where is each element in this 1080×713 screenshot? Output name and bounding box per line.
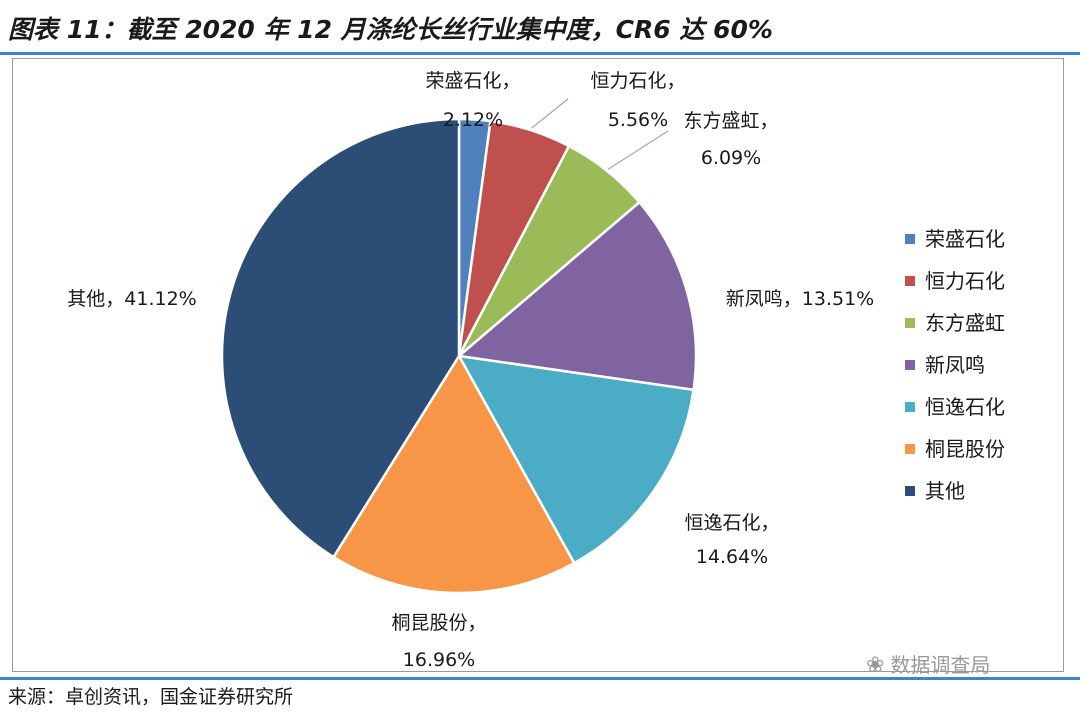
legend-swatch-6 <box>905 486 915 496</box>
data-label-value-2: 6.09% <box>701 147 761 169</box>
data-label-name-1: 恒力石化， <box>590 70 685 92</box>
data-label-name-5: 桐昆股份， <box>391 612 486 634</box>
title-rule <box>0 52 1080 55</box>
footer-rule <box>0 677 1080 680</box>
legend-label-1: 恒力石化 <box>925 269 1005 293</box>
legend-label-4: 恒逸石化 <box>925 395 1005 419</box>
legend-swatch-2 <box>905 318 915 328</box>
legend-swatch-1 <box>905 276 915 286</box>
pie-slice-5 <box>332 354 576 595</box>
legend-swatch-4 <box>905 402 915 412</box>
leader-line-2 <box>607 130 669 170</box>
legend-label-0: 荣盛石化 <box>925 227 1005 251</box>
chart-frame <box>12 58 1064 672</box>
legend-swatch-0 <box>905 234 915 244</box>
legend-label-3: 新凤鸣 <box>925 353 985 377</box>
watermark: ❀ 数据调查局 <box>866 650 990 680</box>
legend-label-6: 其他 <box>925 479 965 503</box>
watermark-text: 数据调查局 <box>890 653 991 677</box>
pie-slice-6 <box>220 117 461 559</box>
data-label-value-0: 2.12% <box>443 109 503 131</box>
legend-swatch-5 <box>905 444 915 454</box>
source-note: 来源：卓创资讯，国金证券研究所 <box>8 686 294 708</box>
data-label-value-4: 14.64% <box>696 546 768 568</box>
data-label-name-0: 荣盛石化， <box>425 70 520 92</box>
data-label-3: 新凤鸣，13.51% <box>726 288 874 310</box>
legend-swatch-3 <box>905 360 915 370</box>
pie-slice-4 <box>457 354 695 565</box>
pie-slice-3 <box>457 201 698 392</box>
data-label-name-4: 恒逸石化， <box>684 512 779 534</box>
data-label-value-5: 16.96% <box>403 649 475 671</box>
data-label-name-2: 东方盛虹， <box>683 110 778 132</box>
legend-label-5: 桐昆股份 <box>925 437 1005 461</box>
leader-line-1 <box>531 98 569 129</box>
data-label-6: 其他，41.12% <box>67 288 196 310</box>
legend-label-2: 东方盛虹 <box>925 311 1005 335</box>
wechat-icon: ❀ <box>866 653 885 678</box>
chart-title: 图表 11：截至 2020 年 12 月涤纶长丝行业集中度，CR6 达 60% <box>8 15 773 44</box>
data-label-value-1: 5.56% <box>608 109 668 131</box>
